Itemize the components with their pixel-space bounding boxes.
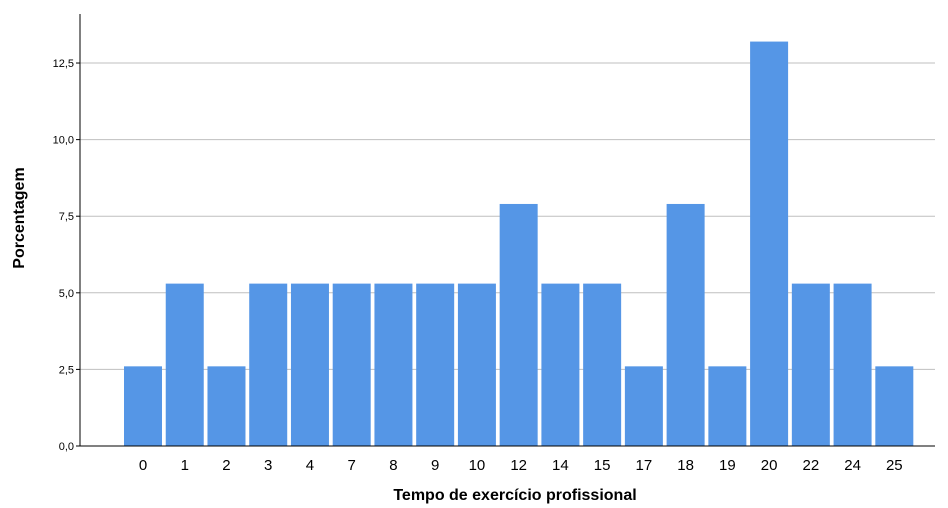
bar-24	[833, 283, 872, 446]
y-tick-label: 10,0	[53, 135, 74, 147]
bar-4	[290, 283, 329, 446]
y-tick-labels: 0,0 2,5 5,0 7,5 10,0 12,5	[53, 58, 80, 453]
x-tick-label: 20	[761, 457, 778, 474]
bar-18	[666, 203, 705, 446]
bar-14	[541, 283, 580, 446]
x-tick-label: 3	[264, 457, 272, 474]
bar-1	[165, 283, 204, 446]
bar-20	[750, 41, 789, 446]
x-tick-label: 4	[306, 457, 314, 474]
x-tick-label: 25	[886, 457, 903, 474]
bar-10	[457, 283, 496, 446]
x-tick-label: 0	[139, 457, 147, 474]
y-tick-label: 12,5	[53, 58, 74, 70]
y-axis-title: Porcentagem	[11, 167, 28, 268]
axes	[79, 14, 935, 447]
bar-9	[416, 283, 455, 446]
x-tick-label: 12	[510, 457, 527, 474]
x-tick-label: 18	[677, 457, 694, 474]
x-tick-label: 19	[719, 457, 736, 474]
bar-19	[708, 366, 747, 446]
bar-12	[499, 203, 538, 446]
x-tick-label: 9	[431, 457, 439, 474]
y-tick-label: 5,0	[59, 288, 74, 300]
y-tick-label: 7,5	[59, 211, 74, 223]
bar-3	[249, 283, 288, 446]
x-tick-label: 8	[389, 457, 397, 474]
y-tick-label: 2,5	[59, 364, 74, 376]
x-tick-label: 24	[844, 457, 861, 474]
x-tick-label: 1	[181, 457, 189, 474]
bar-22	[791, 283, 830, 446]
bar-17	[624, 366, 663, 446]
x-tick-labels: 0 1 2 3 4 7 8 9 10 12 14 15 17 18 19 20 22 24 25	[139, 457, 903, 474]
bar-0	[124, 366, 162, 446]
x-tick-label: 14	[552, 457, 569, 474]
y-tick-label: 0,0	[59, 441, 74, 453]
bar-7	[332, 283, 371, 446]
x-axis-title: Tempo de exercício profissional	[393, 487, 636, 504]
x-tick-label: 2	[222, 457, 230, 474]
bar-15	[583, 283, 622, 446]
bar-8	[374, 283, 413, 446]
x-tick-label: 7	[348, 457, 356, 474]
x-tick-label: 15	[594, 457, 611, 474]
x-tick-label: 22	[802, 457, 819, 474]
bar-25	[875, 366, 914, 446]
bar-2	[207, 366, 246, 446]
x-tick-label: 10	[469, 457, 486, 474]
bars	[124, 41, 914, 446]
x-tick-label: 17	[636, 457, 653, 474]
